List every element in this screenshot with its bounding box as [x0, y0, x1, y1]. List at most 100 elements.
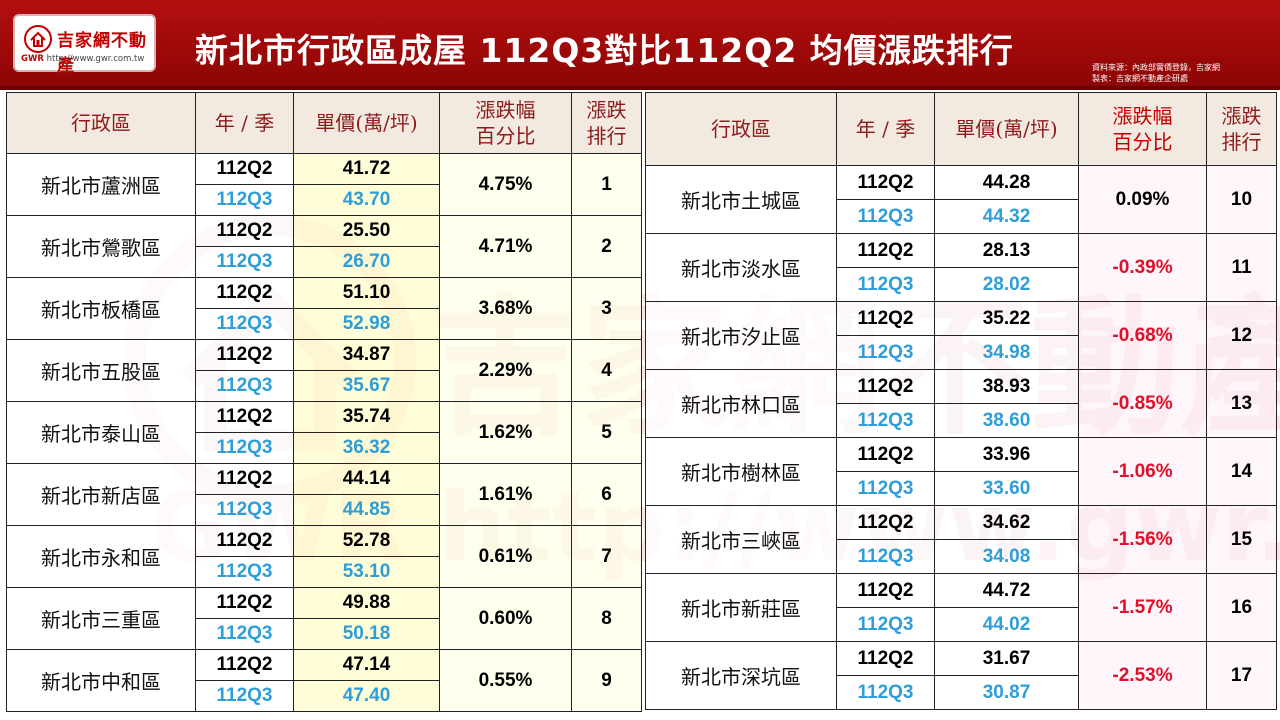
table-row: 新北市鶯歌區 112Q2 25.50 4.71% 2 [6, 215, 642, 278]
source-note: 資料來源：內政部實價登錄，吉家網 製表：吉家網不動產企研處 [1092, 62, 1220, 84]
price-q3: 43.70 [293, 184, 440, 216]
column-header-change-line2: 百分比 [1112, 130, 1173, 154]
price-q3: 47.40 [293, 680, 440, 712]
price-q2: 44.14 [293, 463, 440, 495]
change-percent: 1.62% [439, 401, 572, 464]
change-percent: -1.57% [1078, 573, 1207, 642]
table-row: 新北市蘆洲區 112Q2 41.72 4.75% 1 [6, 153, 642, 216]
district-name: 新北市鶯歌區 [6, 215, 196, 278]
table-row: 新北市淡水區 112Q2 28.13 -0.39% 11 [645, 233, 1277, 302]
change-percent: 0.55% [439, 649, 572, 712]
period-q2: 112Q2 [195, 277, 294, 309]
table-row: 新北市泰山區 112Q2 35.74 1.62% 5 [6, 401, 642, 464]
rank-number: 3 [571, 277, 642, 340]
column-header-change-line1: 漲跌幅 [1112, 104, 1173, 128]
price-q3: 52.98 [293, 308, 440, 340]
table-row: 112Q3 36.32 [7, 432, 642, 464]
table-row: 新北市永和區 112Q2 52.78 0.61% 7 [6, 525, 642, 588]
period-q2: 112Q2 [195, 649, 294, 681]
table-row: 新北市板橋區 112Q2 51.10 3.68% 3 [6, 277, 642, 340]
district-name: 新北市林口區 [645, 369, 837, 438]
price-q2: 34.62 [934, 505, 1079, 540]
price-q2: 41.72 [293, 153, 440, 185]
price-q2: 44.28 [934, 165, 1079, 200]
period-q3: 112Q3 [836, 675, 935, 710]
period-q3: 112Q3 [836, 539, 935, 574]
column-header-district: 行政區 [645, 92, 837, 166]
period-q3: 112Q3 [195, 680, 294, 712]
period-q3: 112Q3 [836, 267, 935, 302]
change-percent: -1.56% [1078, 505, 1207, 574]
price-q3: 26.70 [293, 246, 440, 278]
rank-number: 8 [571, 587, 642, 650]
district-name: 新北市深坑區 [645, 641, 837, 710]
column-header-change: 漲跌幅 百分比 [439, 92, 572, 154]
column-header-rank-line2: 排行 [1221, 130, 1262, 154]
rank-number: 13 [1206, 369, 1277, 438]
table-row: 112Q3 44.02 [646, 607, 1277, 642]
table-row: 112Q3 47.40 [7, 680, 642, 712]
change-percent: 2.29% [439, 339, 572, 402]
period-q3: 112Q3 [195, 494, 294, 526]
logo-url: GWR http://www.gwr.com.tw [21, 54, 144, 64]
column-header-change-line1: 漲跌幅 [475, 98, 536, 122]
period-q3: 112Q3 [195, 246, 294, 278]
table-row: 112Q3 43.70 [7, 184, 642, 216]
price-q3: 44.32 [934, 199, 1079, 234]
period-q3: 112Q3 [195, 618, 294, 650]
price-q3: 35.67 [293, 370, 440, 402]
page-title: 新北市行政區成屋 112Q3對比112Q2 均價漲跌排行 [195, 31, 1014, 70]
change-percent: -1.06% [1078, 437, 1207, 506]
price-q2: 34.87 [293, 339, 440, 371]
rank-number: 5 [571, 401, 642, 464]
district-name: 新北市淡水區 [645, 233, 837, 302]
rank-number: 14 [1206, 437, 1277, 506]
period-q3: 112Q3 [195, 308, 294, 340]
price-q3: 33.60 [934, 471, 1079, 506]
change-percent: -0.39% [1078, 233, 1207, 302]
house-logo-icon [24, 25, 52, 53]
period-q2: 112Q2 [836, 505, 935, 540]
table-row: 112Q3 34.98 [646, 335, 1277, 370]
rank-number: 10 [1206, 165, 1277, 234]
column-header-price: 單價(萬/坪) [293, 92, 440, 154]
period-q3: 112Q3 [195, 556, 294, 588]
period-q2: 112Q2 [836, 641, 935, 676]
rank-number: 12 [1206, 301, 1277, 370]
change-percent: 0.09% [1078, 165, 1207, 234]
district-name: 新北市五股區 [6, 339, 196, 402]
period-q3: 112Q3 [836, 199, 935, 234]
table-row: 112Q3 52.98 [7, 308, 642, 340]
price-q2: 35.74 [293, 401, 440, 433]
district-name: 新北市蘆洲區 [6, 153, 196, 216]
table-row: 112Q3 35.67 [7, 370, 642, 402]
column-header-district: 行政區 [6, 92, 196, 154]
price-q3: 44.02 [934, 607, 1079, 642]
district-name: 新北市汐止區 [645, 301, 837, 370]
column-header-rank-line2: 排行 [586, 124, 627, 148]
district-name: 新北市三重區 [6, 587, 196, 650]
title-bar: 吉家網不動產 GWR http://www.gwr.com.tw 新北市行政區成… [0, 0, 1280, 90]
period-q2: 112Q2 [836, 301, 935, 336]
column-header-period: 年 / 季 [836, 92, 935, 166]
price-q3: 44.85 [293, 494, 440, 526]
period-q2: 112Q2 [836, 573, 935, 608]
change-percent: 0.60% [439, 587, 572, 650]
period-q2: 112Q2 [836, 233, 935, 268]
table-row: 新北市新莊區 112Q2 44.72 -1.57% 16 [645, 573, 1277, 642]
table-row: 新北市新店區 112Q2 44.14 1.61% 6 [6, 463, 642, 526]
column-header-change: 漲跌幅 百分比 [1078, 92, 1207, 166]
price-q2: 44.72 [934, 573, 1079, 608]
period-q3: 112Q3 [195, 184, 294, 216]
period-q3: 112Q3 [195, 432, 294, 464]
column-header-price: 單價(萬/坪) [934, 92, 1079, 166]
rank-number: 11 [1206, 233, 1277, 302]
change-percent: 4.71% [439, 215, 572, 278]
source-line-2: 製表：吉家網不動產企研處 [1092, 74, 1188, 83]
price-q3: 36.32 [293, 432, 440, 464]
column-header-rank-line1: 漲跌 [1221, 104, 1262, 128]
table-row: 112Q3 28.02 [646, 267, 1277, 302]
price-q2: 35.22 [934, 301, 1079, 336]
table-row: 112Q3 50.18 [7, 618, 642, 650]
brand-logo[interactable]: 吉家網不動產 GWR http://www.gwr.com.tw [13, 14, 156, 76]
